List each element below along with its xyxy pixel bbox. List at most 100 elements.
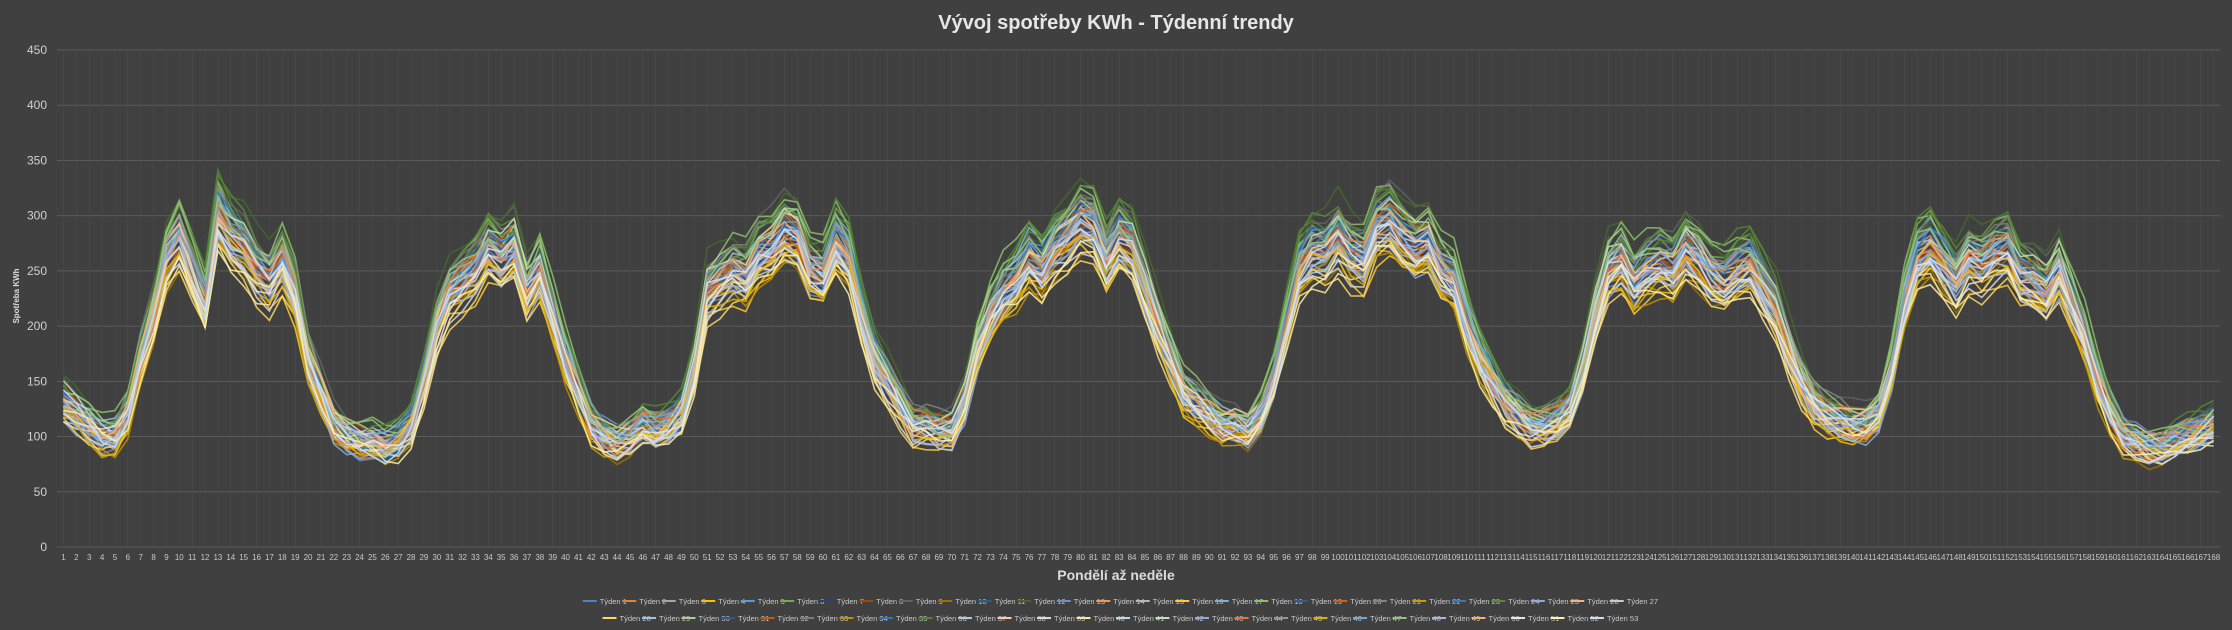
- x-tick-label: 94: [1256, 553, 1265, 562]
- x-tick-label: 157: [2065, 553, 2079, 562]
- x-tick-label: 69: [934, 553, 943, 562]
- x-tick-label: 65: [883, 553, 892, 562]
- legend-item: Týden 30: [681, 614, 730, 623]
- x-tick-label: 18: [278, 553, 287, 562]
- x-tick-label: 147: [1937, 553, 1951, 562]
- x-tick-label: 82: [1102, 553, 1111, 562]
- x-tick-label: 15: [239, 553, 248, 562]
- legend-item: Týden 17: [1214, 597, 1263, 606]
- legend-item: Týden 35: [879, 614, 927, 623]
- legend-label: Týden 28: [620, 614, 651, 623]
- y-tick-label: 150: [27, 374, 47, 388]
- x-tick-label: 3: [87, 553, 92, 562]
- y-tick-label: 50: [34, 485, 48, 499]
- x-tick-label: 57: [780, 553, 789, 562]
- x-tick-label: 63: [857, 553, 866, 562]
- legend-label: Týden 39: [1054, 614, 1085, 623]
- legend-label: Týden 14: [1113, 597, 1144, 606]
- legend-label: Týden 1: [600, 597, 627, 606]
- legend-label: Týden 38: [1015, 614, 1046, 623]
- x-tick-label: 26: [381, 553, 390, 562]
- x-tick-label: 43: [600, 553, 609, 562]
- legend-item: Týden 7: [819, 597, 864, 606]
- x-tick-label: 124: [1640, 553, 1654, 562]
- legend-label: Týden 37: [975, 614, 1006, 623]
- legend-item: Týden 5: [740, 597, 785, 606]
- x-tick-label: 143: [1885, 553, 1899, 562]
- x-tick-label: 75: [1012, 553, 1021, 562]
- x-tick-label: 112: [1486, 553, 1499, 562]
- x-tick-label: 140: [1846, 553, 1860, 562]
- x-tick-label: 81: [1089, 553, 1098, 562]
- x-tick-label: 28: [407, 553, 416, 562]
- x-tick-label: 34: [484, 553, 493, 562]
- legend-label: Týden 25: [1548, 597, 1579, 606]
- x-tick-label: 14: [226, 553, 235, 562]
- x-tick-label: 44: [613, 553, 622, 562]
- x-tick-label: 92: [1231, 553, 1240, 562]
- x-tick-label: 128: [1692, 553, 1706, 562]
- x-tick-label: 108: [1434, 553, 1448, 562]
- x-tick-label: 49: [677, 553, 686, 562]
- y-tick-label: 450: [27, 43, 47, 57]
- legend-item: Týden 29: [642, 614, 690, 623]
- x-tick-label: 127: [1679, 553, 1693, 562]
- legend-item: Týden 41: [1116, 614, 1164, 623]
- legend-label: Týden 2: [639, 597, 666, 606]
- x-tick-label: 167: [2194, 553, 2208, 562]
- x-tick-label: 168: [2207, 553, 2221, 562]
- x-tick-label: 10: [175, 553, 184, 562]
- x-tick-label: 117: [1551, 553, 1564, 562]
- legend-item: Týden 14: [1096, 597, 1145, 606]
- legend-item: Týden 8: [859, 597, 903, 606]
- x-tick-label: 41: [574, 553, 583, 562]
- legend-item: Týden 4: [701, 597, 745, 606]
- x-tick-label: 162: [2130, 553, 2144, 562]
- x-tick-label: 19: [291, 553, 300, 562]
- legend-label: Týden 32: [778, 614, 809, 623]
- legend-item: Týden 50: [1471, 614, 1520, 623]
- x-tick-label: 64: [870, 553, 879, 562]
- x-tick-label: 58: [793, 553, 802, 562]
- x-tick-label: 118: [1563, 553, 1576, 562]
- x-tick-label: 155: [2040, 553, 2054, 562]
- x-tick-label: 61: [831, 553, 840, 562]
- x-tick-label: 132: [1743, 553, 1757, 562]
- x-tick-label: 70: [947, 553, 956, 562]
- legend-item: Týden 12: [1017, 597, 1066, 606]
- legend-label: Týden 19: [1311, 597, 1342, 606]
- x-tick-label: 38: [535, 553, 544, 562]
- x-tick-label: 45: [625, 553, 634, 562]
- x-tick-label: 133: [1756, 553, 1770, 562]
- x-tick-label: 22: [329, 553, 338, 562]
- legend-label: Týden 34: [857, 614, 888, 623]
- x-tick-label: 71: [960, 553, 969, 562]
- legend-item: Týden 52: [1550, 614, 1599, 623]
- x-tick-label: 60: [819, 553, 828, 562]
- legend-label: Týden 43: [1212, 614, 1243, 623]
- x-tick-label: 154: [2027, 553, 2041, 562]
- legend-label: Týden 30: [699, 614, 730, 623]
- x-tick-label: 33: [471, 553, 480, 562]
- x-tick-label: 31: [445, 553, 454, 562]
- legend-label: Týden 46: [1331, 614, 1362, 623]
- chart-title: Vývoj spotřeby KWh - Týdenní trendy: [938, 12, 1294, 34]
- x-tick-label: 50: [690, 553, 699, 562]
- legend-item: Týden 23: [1451, 597, 1500, 606]
- x-tick-label: 78: [1050, 553, 1059, 562]
- x-tick-label: 121: [1602, 553, 1616, 562]
- x-tick-label: 66: [896, 553, 905, 562]
- x-tick-label: 107: [1422, 553, 1436, 562]
- legend-label: Týden 8: [876, 597, 903, 606]
- legend-item: Týden 6: [780, 597, 824, 606]
- x-tick-label: 110: [1460, 553, 1473, 562]
- legend-label: Týden 10: [955, 597, 986, 606]
- series-line: [63, 187, 2214, 438]
- x-tick-label: 20: [304, 553, 313, 562]
- legend-label: Týden 29: [659, 614, 690, 623]
- y-tick-label: 350: [27, 153, 47, 167]
- y-tick-label: 400: [27, 98, 47, 112]
- y-tick-label: 200: [27, 319, 47, 333]
- x-tick-label: 123: [1628, 553, 1642, 562]
- x-tick-label: 103: [1370, 553, 1384, 562]
